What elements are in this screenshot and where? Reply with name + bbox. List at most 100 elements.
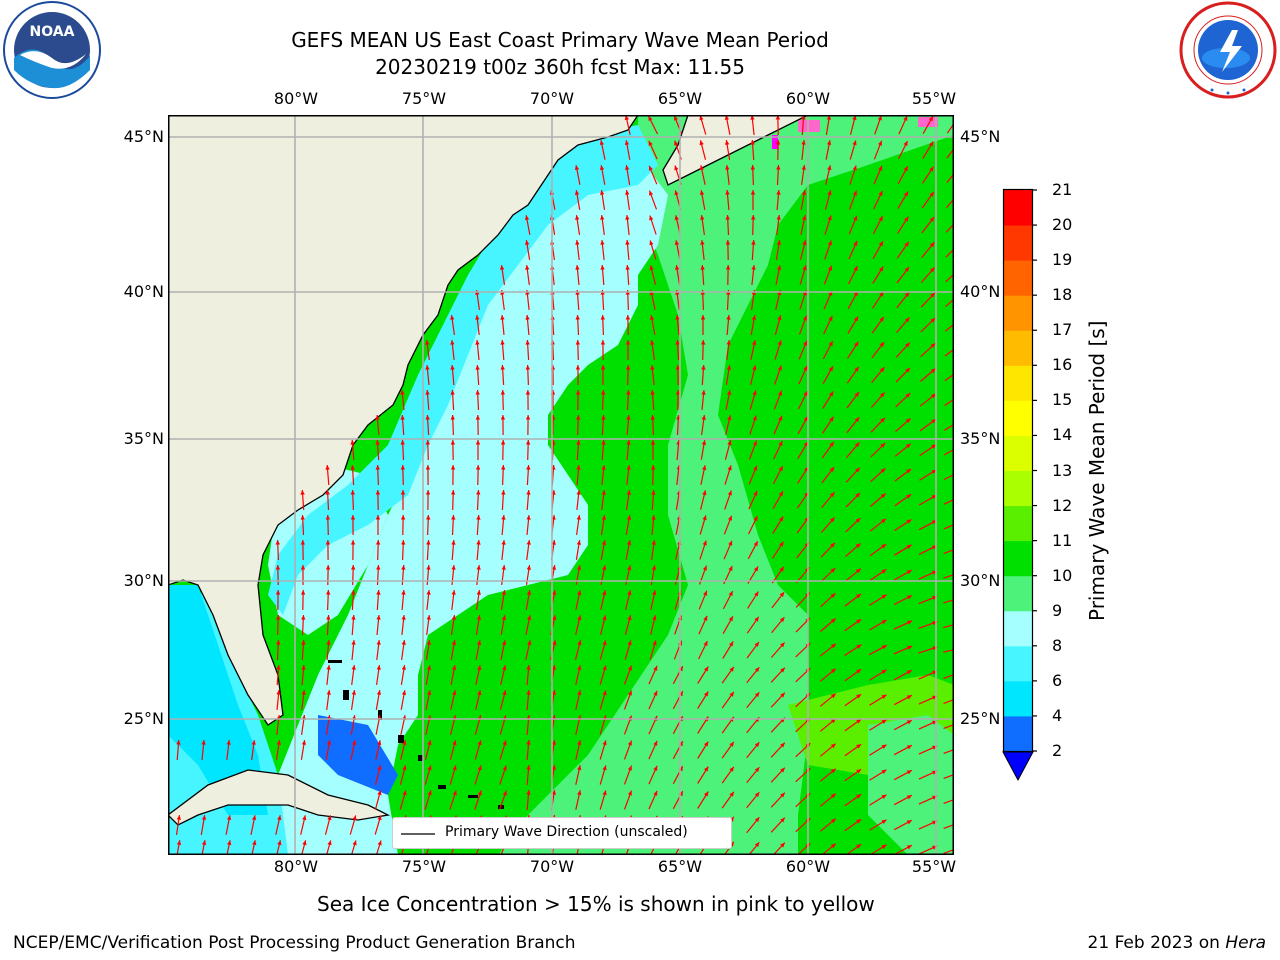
wave-arrow-head [930, 267, 935, 273]
wave-arrow-head [776, 265, 782, 270]
wave-arrow-head [904, 241, 909, 247]
wave-arrow-head [401, 615, 406, 620]
lat-label-right: 35°N [960, 429, 1001, 448]
wave-arrow-head [350, 490, 355, 495]
wave-arrow-head [674, 165, 679, 171]
wave-arrow-head [700, 265, 705, 270]
wave-arrow-head [602, 740, 607, 746]
wave-arrow-head [649, 240, 654, 246]
wave-arrow-head [525, 315, 530, 320]
wave-arrow-head [779, 592, 785, 597]
wave-arrow-head [780, 792, 785, 798]
wave-arrow-head [675, 365, 681, 370]
wave-arrow-head [906, 544, 912, 549]
wave-arrow-head [829, 441, 834, 447]
wave-arrow-head [301, 690, 306, 695]
wave-arrow-head [402, 740, 407, 746]
wave-arrow-head [350, 515, 356, 520]
colorbar [1002, 188, 1037, 782]
colorbar-segment [1004, 540, 1032, 577]
wave-arrow-head [627, 740, 632, 746]
wave-arrow-head [526, 790, 531, 795]
wave-arrow-head [750, 140, 755, 145]
lon-label-bottom: 55°W [911, 857, 957, 876]
colorbar-tick-marks [1032, 189, 1037, 752]
wave-arrow-head [651, 515, 656, 520]
wave-arrow-head [552, 640, 557, 646]
wave-arrow-head [752, 390, 757, 396]
wave-arrow-head [879, 316, 884, 322]
wave-arrow-head [525, 340, 530, 345]
wave-arrow-head [475, 465, 481, 470]
wave-arrow-head [878, 216, 883, 222]
wave-arrow-head [627, 765, 632, 771]
wave-arrow-head [477, 740, 482, 746]
wave-arrow-head [750, 115, 755, 120]
wave-arrow-head [728, 515, 732, 521]
wave-arrow-head [651, 465, 656, 470]
wave-arrow-head [777, 340, 782, 346]
wave-arrow-head [855, 467, 860, 473]
wave-arrow-head [327, 840, 332, 846]
colorbar-segment [1004, 225, 1032, 261]
wave-arrow-head [929, 141, 934, 147]
wave-arrow-head [906, 845, 912, 850]
wave-arrow-head [576, 565, 582, 570]
wave-arrow-head [878, 241, 883, 247]
wave-arrow-head [251, 740, 256, 745]
wave-arrow-head [576, 490, 581, 495]
wave-arrow-head [377, 815, 382, 821]
wave-arrow-head [501, 615, 507, 620]
region-period-4-6 [168, 585, 268, 815]
lat-label-right: 30°N [960, 571, 1001, 590]
wave-arrow-head [856, 669, 862, 674]
wave-arrow-head [425, 340, 430, 345]
colorbar-tick-label: 21 [1052, 180, 1073, 199]
wave-arrow-head [452, 740, 457, 746]
wave-arrow-head [275, 590, 281, 595]
wave-arrow-head [881, 844, 887, 849]
wave-arrow-head [302, 815, 307, 821]
wave-arrow-head [779, 516, 784, 522]
wave-arrow-head [778, 441, 783, 446]
wave-arrow-head [575, 340, 580, 345]
wave-arrow-head [502, 640, 507, 646]
wave-arrow-head [904, 317, 910, 323]
wave-arrow-head [704, 766, 709, 772]
wave-arrow-head [854, 442, 860, 448]
colorbar-label: Primary Wave Mean Period [s] [1085, 320, 1109, 622]
wave-arrow-head [425, 465, 431, 470]
lat-label-left: 45°N [123, 127, 164, 146]
wave-arrow-head [729, 791, 734, 797]
wave-arrow-head [501, 465, 506, 470]
wave-arrow-head [754, 842, 760, 848]
wave-arrow-head [753, 465, 758, 471]
wave-arrow-head [830, 743, 836, 749]
footer-date-text: 21 Feb 2023 on [1087, 933, 1226, 953]
wave-arrow-head [777, 365, 782, 371]
wave-arrow-head [451, 490, 456, 495]
wave-arrow-head [653, 765, 658, 771]
wave-arrow-head [854, 417, 860, 423]
wave-arrow-head [475, 415, 480, 420]
wave-arrow-head [402, 790, 407, 796]
wave-arrow-head [627, 565, 632, 571]
wave-arrow-head [776, 215, 781, 220]
wave-arrow-head [674, 140, 679, 146]
wave-arrow-head [501, 490, 506, 495]
wave-arrow-head [526, 615, 532, 620]
wave-arrow-head [754, 742, 760, 748]
wave-arrow-head [881, 544, 887, 549]
wave-arrow-head [525, 240, 530, 245]
wave-arrow-head [377, 765, 382, 771]
wave-arrow-head [351, 690, 356, 695]
wave-arrow-head [653, 790, 658, 796]
wave-arrow-head [524, 215, 530, 220]
wave-arrow-head [906, 695, 912, 700]
wave-arrow-head [600, 315, 605, 320]
wave-arrow-head [674, 190, 679, 196]
wave-arrow-head [829, 492, 835, 498]
wave-arrow-head [526, 440, 531, 445]
wave-arrow-head [856, 769, 862, 774]
wave-arrow-head [601, 390, 606, 395]
